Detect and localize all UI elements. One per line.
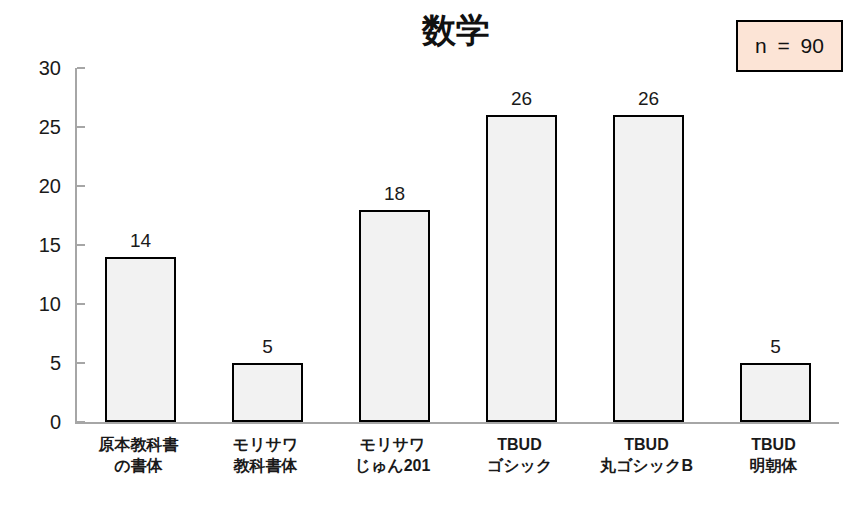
x-axis-category-label: TBUD ゴシック — [456, 434, 583, 476]
y-tick-mark — [77, 362, 85, 364]
chart-title: 数学 — [75, 8, 837, 54]
bar — [105, 257, 176, 422]
bar-value-label: 14 — [77, 230, 204, 252]
plot-area: 051015202530 1451826265 — [75, 68, 839, 424]
bar-value-label: 5 — [712, 336, 839, 358]
legend-box: n = 90 — [736, 20, 843, 72]
bar-value-label: 18 — [331, 183, 458, 205]
x-axis-category-label: TBUD 丸ゴシックB — [583, 434, 710, 476]
y-tick-label: 5 — [15, 353, 61, 373]
y-tick-mark — [77, 303, 85, 305]
bar — [359, 210, 430, 422]
x-axis-category-label: TBUD 明朝体 — [710, 434, 837, 476]
y-tick-label: 10 — [15, 294, 61, 314]
bar — [613, 115, 684, 422]
x-axis-category-label: 原本教科書 の書体 — [75, 434, 202, 476]
y-tick-mark — [77, 126, 85, 128]
bar-value-label: 26 — [458, 88, 585, 110]
y-tick-mark — [77, 185, 85, 187]
bar-chart: 数学 n = 90 0 5 10 15 20 25 30 14 5 18 2626 5 原本教科書 … — [0, 0, 866, 522]
y-tick-label: 0 — [15, 412, 61, 432]
y-tick-mark — [77, 67, 85, 69]
bar — [232, 363, 303, 422]
y-tick-label: 20 — [15, 176, 61, 196]
bar-value-label: 26 — [585, 88, 712, 110]
y-tick-label: 25 — [15, 117, 61, 137]
bar-value-label: 5 — [204, 336, 331, 358]
y-tick-mark — [77, 421, 85, 423]
y-tick-label: 15 — [15, 235, 61, 255]
y-tick-label: 30 — [15, 58, 61, 78]
bar — [486, 115, 557, 422]
bar — [740, 363, 811, 422]
x-axis-category-label: モリサワ じゅん201 — [329, 434, 456, 476]
legend-text: n = 90 — [755, 34, 824, 58]
x-axis-category-label: モリサワ 教科書体 — [202, 434, 329, 476]
